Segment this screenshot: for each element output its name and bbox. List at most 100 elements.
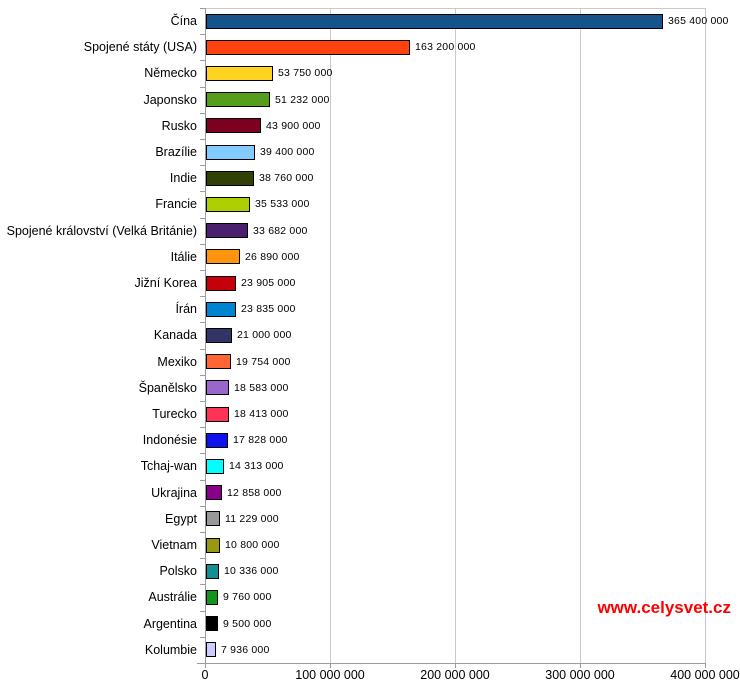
value-label: 35 533 000 <box>255 198 310 211</box>
category-label: Spojené státy (USA) <box>83 40 197 55</box>
category-label: Kanada <box>153 328 197 343</box>
value-label: 7 936 000 <box>221 643 270 656</box>
y-axis-tick-mark <box>200 296 205 298</box>
category-label: Austrálie <box>148 590 197 605</box>
category-label: Jižní Korea <box>134 276 197 291</box>
bar <box>206 92 270 108</box>
y-axis-tick-mark <box>200 505 205 507</box>
y-axis-tick-mark <box>200 322 205 324</box>
category-label: Argentina <box>143 616 197 631</box>
category-label: Itálie <box>170 249 197 264</box>
category-label: Spojené království (Velká Británie) <box>6 223 197 238</box>
y-axis-tick-mark <box>200 584 205 586</box>
y-axis-tick-mark <box>200 532 205 533</box>
value-label: 9 760 000 <box>223 591 272 604</box>
value-label: 12 858 000 <box>227 486 282 499</box>
bar <box>206 328 232 343</box>
x-axis-tick-label: 100 000 000 <box>295 668 365 682</box>
value-label: 51 232 000 <box>275 93 330 106</box>
category-label: Španělsko <box>138 380 197 395</box>
y-axis-tick-mark <box>200 479 205 481</box>
category-label: Rusko <box>161 118 197 133</box>
value-label: 26 890 000 <box>245 250 300 263</box>
category-label: Japonsko <box>143 92 197 107</box>
bar <box>206 406 229 422</box>
category-label: Ukrajina <box>151 485 197 500</box>
bar <box>206 66 273 81</box>
y-axis-tick-mark <box>200 243 205 245</box>
x-axis-tick-mark <box>330 663 331 668</box>
y-axis-tick-mark <box>200 112 205 114</box>
watermark-link[interactable]: www.celysvet.cz <box>597 598 731 617</box>
y-axis-tick-mark <box>200 427 205 429</box>
bar <box>206 144 255 160</box>
bar <box>206 563 219 579</box>
y-axis-tick-mark <box>200 610 205 612</box>
x-axis-tick-label: 400 000 000 <box>670 668 740 682</box>
bar <box>206 459 224 474</box>
x-axis-tick-label: 0 <box>201 668 209 682</box>
bar <box>206 249 240 265</box>
category-label: Egypt <box>165 511 197 526</box>
x-axis-tick-mark <box>580 663 581 668</box>
y-axis-tick-mark <box>200 139 205 140</box>
value-label: 14 313 000 <box>229 460 284 473</box>
bar <box>206 39 410 55</box>
x-axis-tick-mark <box>205 663 206 668</box>
category-label: Německo <box>144 66 197 81</box>
value-label: 19 754 000 <box>236 355 291 368</box>
category-label: Vietnam <box>151 538 197 553</box>
value-label: 9 500 000 <box>223 617 272 630</box>
category-label: Brazílie <box>155 145 197 160</box>
vertical-gridline <box>705 8 706 663</box>
value-label: 17 828 000 <box>233 434 288 447</box>
bar <box>206 511 220 527</box>
bar <box>206 616 218 632</box>
category-label: Francie <box>155 197 197 212</box>
bar <box>206 485 222 501</box>
x-axis-tick-mark <box>455 663 456 668</box>
category-label: Indonésie <box>142 433 197 448</box>
category-label: Turecko <box>152 407 197 422</box>
bar <box>206 354 231 370</box>
x-axis-line <box>197 663 706 664</box>
y-axis-tick-mark <box>200 86 205 88</box>
category-label: Tchaj-wan <box>140 459 197 474</box>
y-axis-tick-mark <box>200 636 205 638</box>
value-label: 365 400 000 <box>668 15 729 28</box>
value-label: 23 835 000 <box>241 303 296 316</box>
y-axis-tick-mark <box>200 348 205 350</box>
value-label: 53 750 000 <box>278 67 333 80</box>
value-label: 23 905 000 <box>241 277 296 290</box>
y-axis-tick-mark <box>200 8 205 9</box>
value-label: 38 760 000 <box>259 172 314 185</box>
y-axis-tick-mark <box>200 453 205 455</box>
category-label: Polsko <box>159 564 197 579</box>
bar <box>206 13 663 29</box>
value-label: 39 400 000 <box>260 146 315 159</box>
value-label: 10 336 000 <box>224 565 279 578</box>
y-axis-tick-mark <box>200 34 205 36</box>
category-label: Čína <box>170 14 197 29</box>
y-axis-tick-mark <box>200 374 205 376</box>
bar <box>206 432 228 448</box>
vertical-gridline <box>580 8 581 663</box>
vertical-gridline <box>455 8 456 663</box>
bar <box>206 170 254 186</box>
category-label: Kolumbie <box>144 642 197 657</box>
x-axis-tick-label: 300 000 000 <box>545 668 615 682</box>
y-axis-tick-mark <box>200 663 205 664</box>
bar <box>206 301 236 317</box>
bar <box>206 537 220 553</box>
value-label: 43 900 000 <box>266 119 321 132</box>
y-axis-tick-mark <box>200 165 205 167</box>
bar <box>206 590 218 605</box>
category-label: Írán <box>175 302 197 317</box>
bar <box>206 118 261 134</box>
y-axis-tick-mark <box>200 401 205 402</box>
y-axis-tick-mark <box>200 270 205 271</box>
y-axis-line <box>205 8 206 664</box>
category-label: Indie <box>169 171 197 186</box>
bar <box>206 275 236 291</box>
